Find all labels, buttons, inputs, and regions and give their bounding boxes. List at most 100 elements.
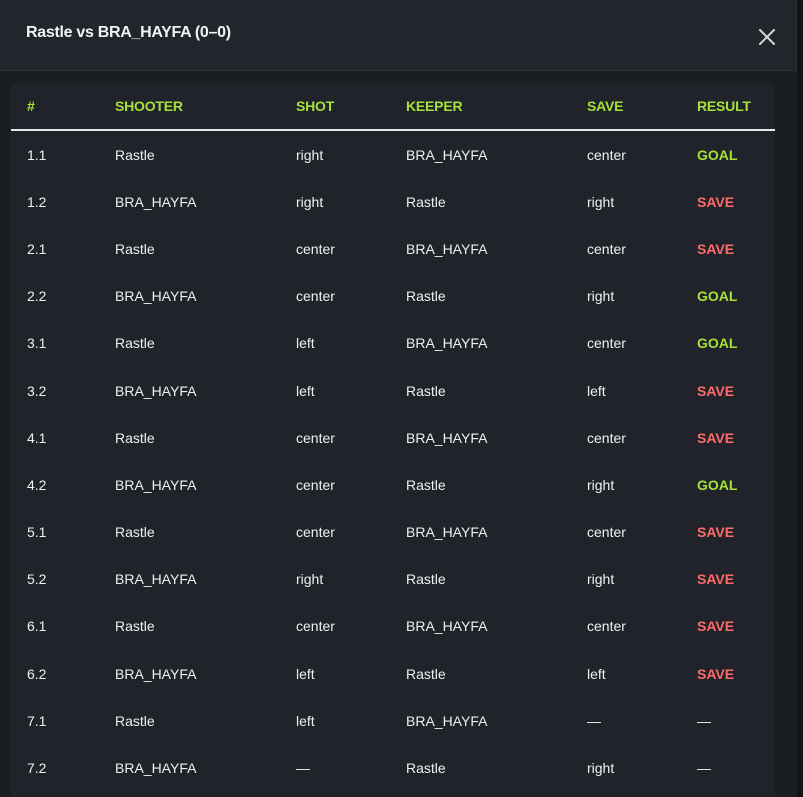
cell-num: 6.1	[27, 618, 47, 635]
cell-save: center	[587, 146, 626, 163]
cell-shooter: BRA_HAYFA	[115, 476, 197, 493]
header-save: SAVE	[587, 83, 697, 131]
shootout-table: # SHOOTER SHOT KEEPER SAVE RESULT 1.1 Ras…	[11, 83, 775, 792]
header-row: # SHOOTER SHOT KEEPER SAVE RESULT	[11, 83, 775, 131]
table-row: 1.1 Rastle right BRA_HAYFA center GOAL	[11, 130, 775, 178]
cell-shot: right	[296, 193, 324, 210]
cell-num: 1.1	[27, 146, 47, 163]
background-edge	[797, 0, 803, 797]
header-keeper: KEEPER	[406, 83, 587, 131]
cell-save: right	[587, 476, 615, 493]
cell-save: right	[587, 193, 615, 210]
cell-shot: left	[296, 712, 315, 729]
cell-save: center	[587, 240, 626, 257]
cell-result: SAVE	[697, 524, 735, 541]
cell-keeper: BRA_HAYFA	[406, 712, 488, 729]
cell-num: 5.1	[27, 524, 47, 541]
cell-shot: —	[296, 760, 310, 777]
cell-shot: center	[296, 288, 335, 305]
cell-result: —	[697, 712, 711, 729]
modal-title: Rastle vs BRA_HAYFA (0–0)	[26, 24, 231, 41]
cell-shot: right	[296, 571, 324, 588]
table-row: 4.2 BRA_HAYFA center Rastle right GOAL	[11, 461, 775, 508]
cell-result: GOAL	[697, 146, 738, 163]
cell-keeper: BRA_HAYFA	[406, 335, 488, 352]
cell-shooter: BRA_HAYFA	[115, 382, 197, 399]
cell-result: SAVE	[697, 665, 735, 682]
cell-save: left	[587, 382, 606, 399]
cell-result: SAVE	[697, 193, 735, 210]
cell-shot: left	[296, 665, 315, 682]
cell-shot: left	[296, 335, 315, 352]
cell-num: 7.1	[27, 712, 47, 729]
cell-shot: right	[296, 146, 324, 163]
cell-shooter: Rastle	[115, 429, 155, 446]
cell-num: 5.2	[27, 571, 47, 588]
cell-keeper: Rastle	[406, 193, 446, 210]
cell-shooter: Rastle	[115, 618, 155, 635]
table-row: 6.2 BRA_HAYFA left Rastle left SAVE	[11, 650, 775, 697]
table-row: 5.1 Rastle center BRA_HAYFA center SAVE	[11, 509, 775, 556]
table-header: # SHOOTER SHOT KEEPER SAVE RESULT	[11, 83, 775, 131]
cell-num: 3.1	[27, 335, 47, 352]
cell-shooter: Rastle	[115, 524, 155, 541]
cell-shooter: Rastle	[115, 146, 155, 163]
cell-shot: left	[296, 382, 315, 399]
cell-result: SAVE	[697, 429, 735, 446]
table-row: 7.1 Rastle left BRA_HAYFA — —	[11, 697, 775, 744]
cell-shot: center	[296, 240, 335, 257]
cell-num: 4.1	[27, 429, 47, 446]
cell-shot: center	[296, 476, 335, 493]
close-button[interactable]	[756, 26, 778, 48]
cell-save: left	[587, 665, 606, 682]
scrollbar[interactable]	[786, 72, 797, 797]
cell-shooter: BRA_HAYFA	[115, 760, 197, 777]
table-row: 6.1 Rastle center BRA_HAYFA center SAVE	[11, 603, 775, 650]
table-row: 7.2 BRA_HAYFA — Rastle right —	[11, 744, 775, 791]
table-row: 4.1 Rastle center BRA_HAYFA center SAVE	[11, 414, 775, 461]
cell-keeper: Rastle	[406, 665, 446, 682]
table-body: 1.1 Rastle right BRA_HAYFA center GOAL 1.2 BRA_…	[11, 130, 775, 792]
cell-shooter: BRA_HAYFA	[115, 665, 197, 682]
cell-keeper: Rastle	[406, 476, 446, 493]
cell-result: GOAL	[697, 476, 738, 493]
cell-num: 2.1	[27, 240, 47, 257]
cell-keeper: Rastle	[406, 288, 446, 305]
cell-num: 6.2	[27, 665, 47, 682]
table-row: 5.2 BRA_HAYFA right Rastle right SAVE	[11, 556, 775, 603]
cell-keeper: BRA_HAYFA	[406, 524, 488, 541]
cell-result: GOAL	[697, 288, 738, 305]
header-shot: SHOT	[296, 83, 406, 131]
header-shooter: SHOOTER	[115, 83, 296, 131]
cell-result: SAVE	[697, 240, 735, 257]
cell-shot: center	[296, 429, 335, 446]
cell-shooter: Rastle	[115, 240, 155, 257]
cell-save: center	[587, 618, 626, 635]
cell-num: 3.2	[27, 382, 47, 399]
cell-save: right	[587, 760, 615, 777]
shootout-table-container[interactable]: # SHOOTER SHOT KEEPER SAVE RESULT 1.1 Ras…	[11, 83, 775, 797]
cell-save: —	[587, 712, 601, 729]
cell-shooter: BRA_HAYFA	[115, 571, 197, 588]
cell-num: 2.2	[27, 288, 47, 305]
close-icon	[759, 29, 775, 45]
cell-result: SAVE	[697, 382, 735, 399]
cell-result: —	[697, 760, 711, 777]
cell-keeper: BRA_HAYFA	[406, 146, 488, 163]
cell-shooter: Rastle	[115, 712, 155, 729]
cell-save: right	[587, 288, 615, 305]
header-num: #	[11, 83, 115, 131]
header-result: RESULT	[697, 83, 775, 131]
cell-keeper: Rastle	[406, 760, 446, 777]
table-row: 3.2 BRA_HAYFA left Rastle left SAVE	[11, 367, 775, 414]
cell-result: SAVE	[697, 618, 735, 635]
cell-result: GOAL	[697, 335, 738, 352]
cell-num: 1.2	[27, 193, 47, 210]
modal-header: Rastle vs BRA_HAYFA (0–0)	[0, 0, 796, 71]
cell-num: 4.2	[27, 476, 47, 493]
cell-keeper: BRA_HAYFA	[406, 240, 488, 257]
cell-keeper: Rastle	[406, 382, 446, 399]
cell-shot: center	[296, 618, 335, 635]
cell-shooter: BRA_HAYFA	[115, 193, 197, 210]
